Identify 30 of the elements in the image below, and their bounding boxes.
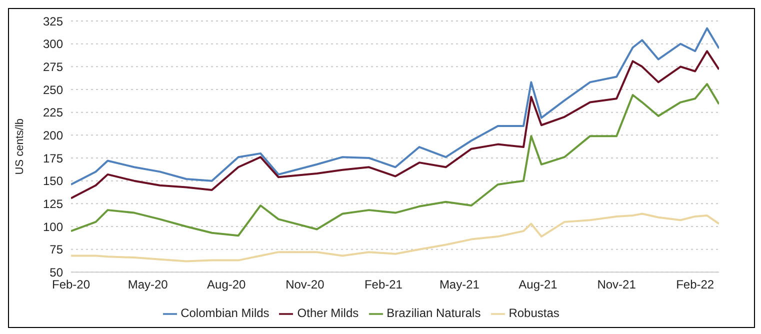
x-tick-label: Aug-20 [207,278,246,292]
line-series [71,27,719,186]
y-tick-label: 250 [42,82,64,97]
y-tick-label: 300 [42,37,64,52]
y-tick-label: 50 [50,265,64,280]
x-tick-label: Feb-22 [676,278,714,292]
y-tick-label: 125 [42,196,64,211]
y-tick-label: 325 [42,14,64,28]
legend-label: Robustas [508,306,560,320]
line-series [71,83,719,237]
y-tick-label: 200 [42,128,64,142]
x-tick-label: Nov-20 [286,278,325,292]
x-tick-label: Aug-21 [518,278,558,292]
y-tick-label: 225 [42,106,64,120]
line-series [71,50,719,200]
legend-label: Colombian Milds [180,306,270,320]
y-tick-label: 275 [42,60,64,74]
y-tick-label: 175 [42,151,64,166]
y-tick-label: 75 [50,242,64,257]
y-tick-label: 150 [42,174,64,188]
x-tick-label: Nov-21 [597,278,636,292]
legend-label: Other Milds [297,306,359,320]
y-tick-label: 100 [42,220,64,234]
x-tick-label: Feb-21 [364,278,403,292]
line-series [71,212,719,262]
x-tick-label: May-21 [439,278,480,292]
x-tick-label: May-20 [128,278,168,292]
x-tick-label: Feb-20 [52,278,90,292]
legend-label: Brazilian Naturals [386,306,481,320]
y-axis-title: US cents/lb [14,118,26,175]
